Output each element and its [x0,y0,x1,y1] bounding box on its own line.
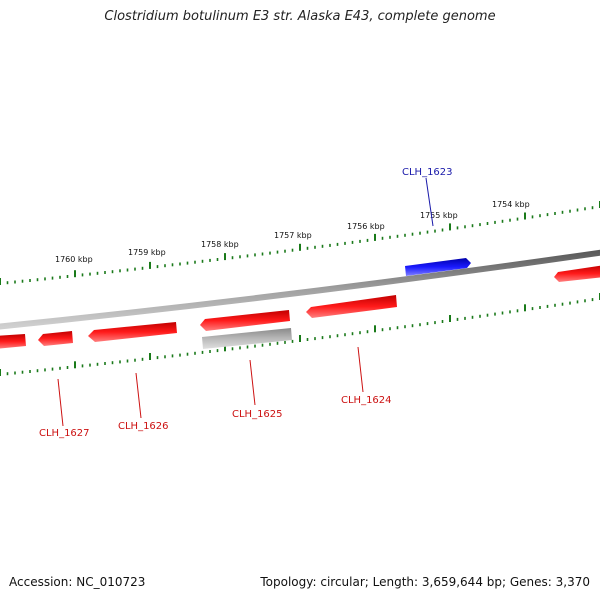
scale-ticks-inner [0,293,600,376]
gene-clh-1623[interactable] [405,258,471,276]
scale-label-1760: 1760 kbp [55,255,93,264]
gene-clh-1625[interactable] [200,310,290,331]
scale-ticks-outer [0,201,600,285]
gene-clh-1626[interactable] [88,322,177,342]
scale-label-1755: 1755 kbp [420,211,458,220]
scale-labels: 1754 kbp 1755 kbp 1756 kbp 1757 kbp 1758… [55,200,530,264]
gene-label-clh-1625[interactable]: CLH_1625 [232,409,283,420]
genome-stats-text: Topology: circular; Length: 3,659,644 bp… [260,575,590,589]
gene-clh-1625-gray[interactable] [202,328,292,349]
gene-label-clh-1623[interactable]: CLH_1623 [402,167,453,178]
scale-label-1759: 1759 kbp [128,248,166,257]
gene-right-edge[interactable] [554,265,600,282]
scale-label-1756: 1756 kbp [347,222,385,231]
gene-label-clh-1624[interactable]: CLH_1624 [341,395,392,406]
label-leaders [57,177,434,427]
gene-clh-1627[interactable] [38,331,73,346]
gene-label-clh-1627[interactable]: CLH_1627 [39,428,90,439]
gene-left-edge[interactable] [0,334,26,349]
gene-clh-1624[interactable] [306,295,397,318]
map-title: Clostridium botulinum E3 str. Alaska E43… [104,9,496,24]
scale-label-1758: 1758 kbp [201,240,239,249]
accession-text: Accession: NC_010723 [9,575,146,589]
genome-backbone [0,249,600,330]
gene-label-clh-1626[interactable]: CLH_1626 [118,421,169,432]
scale-label-1757: 1757 kbp [274,231,312,240]
scale-label-1754: 1754 kbp [492,200,530,209]
